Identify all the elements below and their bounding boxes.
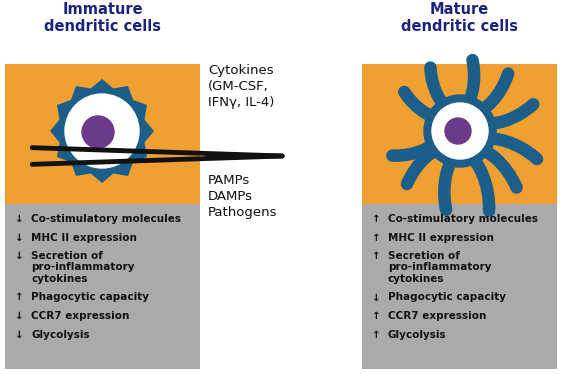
Circle shape — [65, 94, 139, 168]
Text: Phagocytic capacity: Phagocytic capacity — [388, 292, 506, 303]
Text: ↑: ↑ — [372, 311, 380, 321]
Text: PAMPs
DAMPs
Pathogens: PAMPs DAMPs Pathogens — [208, 174, 278, 219]
Text: ↓: ↓ — [15, 329, 24, 340]
Text: Co-stimulatory molecules: Co-stimulatory molecules — [388, 214, 538, 224]
Text: Phagocytic capacity: Phagocytic capacity — [31, 292, 149, 303]
Text: ↓: ↓ — [15, 311, 24, 321]
Text: Co-stimulatory molecules: Co-stimulatory molecules — [31, 214, 181, 224]
FancyBboxPatch shape — [5, 64, 200, 204]
Text: ↓: ↓ — [15, 233, 24, 242]
FancyBboxPatch shape — [5, 204, 200, 369]
Text: pro-inflammatory: pro-inflammatory — [388, 263, 492, 273]
Text: Cytokines
(GM-CSF,
IFNγ, IL-4): Cytokines (GM-CSF, IFNγ, IL-4) — [208, 64, 274, 109]
Polygon shape — [50, 79, 154, 183]
Text: ↓: ↓ — [15, 214, 24, 224]
Text: ↓: ↓ — [15, 251, 24, 261]
Text: pro-inflammatory: pro-inflammatory — [31, 263, 134, 273]
Circle shape — [82, 116, 114, 148]
Circle shape — [435, 106, 485, 156]
Text: ↓: ↓ — [372, 292, 380, 303]
Text: Glycolysis: Glycolysis — [388, 329, 447, 340]
Text: cytokines: cytokines — [388, 274, 445, 284]
Circle shape — [68, 97, 136, 165]
Text: CCR7 expression: CCR7 expression — [388, 311, 486, 321]
Text: Secretion of: Secretion of — [388, 251, 460, 261]
FancyBboxPatch shape — [362, 64, 557, 204]
Text: ↑: ↑ — [372, 214, 380, 224]
Text: MHC II expression: MHC II expression — [31, 233, 137, 242]
Text: Glycolysis: Glycolysis — [31, 329, 89, 340]
Text: Secretion of: Secretion of — [31, 251, 103, 261]
Circle shape — [445, 118, 471, 144]
Text: Immature
dendritic cells: Immature dendritic cells — [44, 2, 161, 34]
Text: ↑: ↑ — [372, 251, 380, 261]
Text: cytokines: cytokines — [31, 274, 88, 284]
Circle shape — [432, 103, 488, 159]
Circle shape — [424, 95, 496, 167]
Text: ↑: ↑ — [372, 233, 380, 242]
Text: CCR7 expression: CCR7 expression — [31, 311, 129, 321]
Text: MHC II expression: MHC II expression — [388, 233, 494, 242]
Text: ↑: ↑ — [15, 292, 24, 303]
FancyBboxPatch shape — [362, 204, 557, 369]
Text: ↑: ↑ — [372, 329, 380, 340]
Text: Mature
dendritic cells: Mature dendritic cells — [401, 2, 518, 34]
